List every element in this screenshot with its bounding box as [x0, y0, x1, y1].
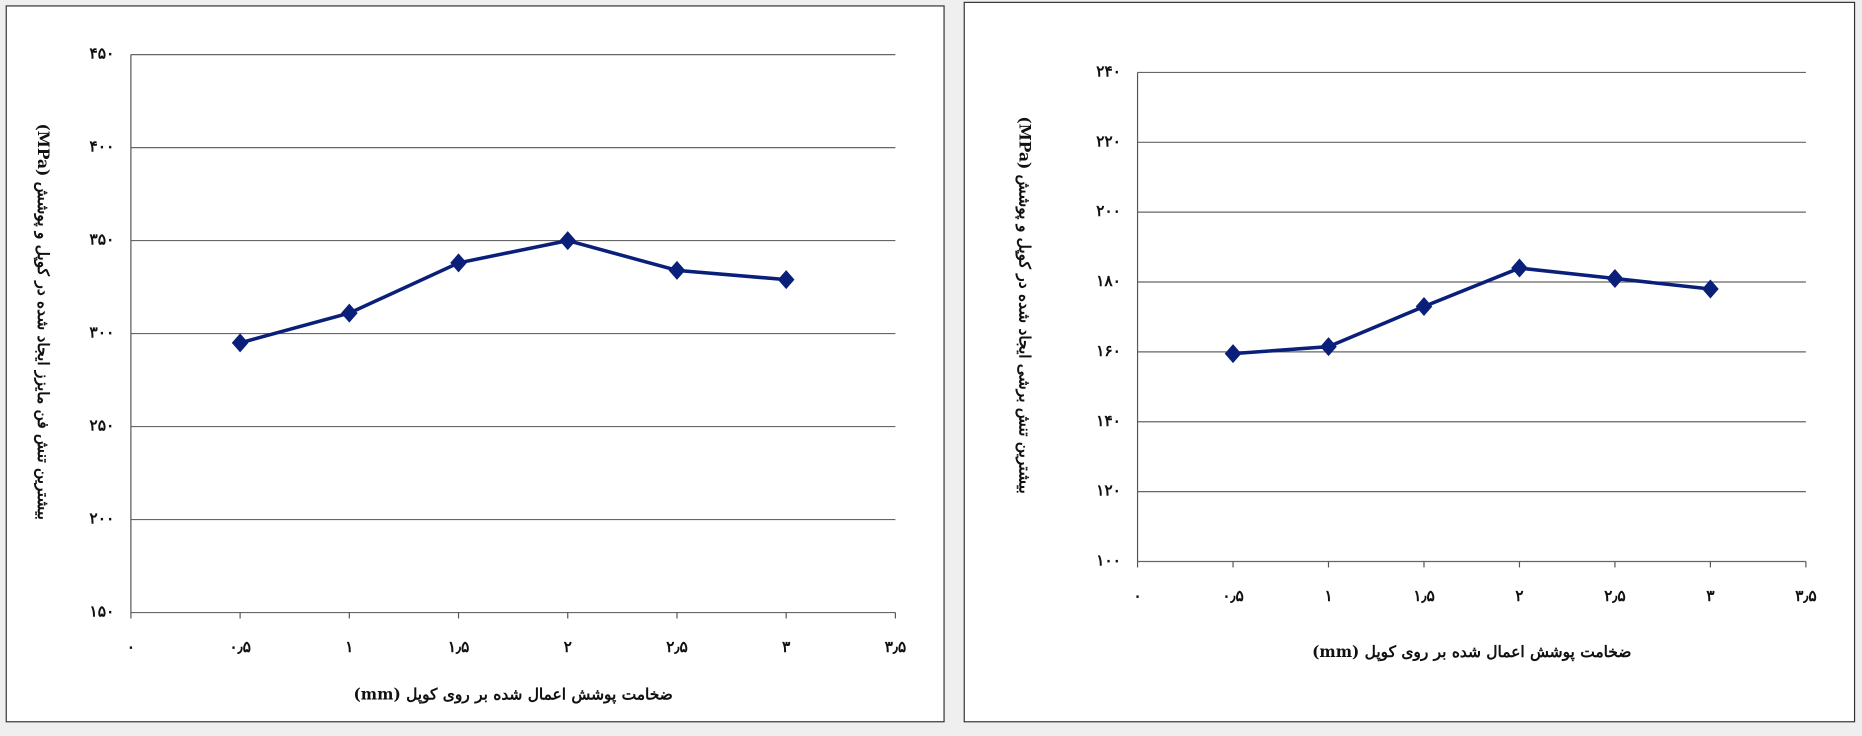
y-tick-label: ۲۰۰ — [89, 510, 114, 528]
x-tick-label: ۲٫۵ — [666, 638, 688, 656]
y-tick-label: ۱۲۰ — [1096, 482, 1121, 500]
data-point — [1606, 269, 1624, 289]
x-tick-label: ۰٫۵ — [229, 638, 251, 656]
y-tick-label: ۲۴۰ — [1096, 62, 1121, 80]
x-tick-label: ۱٫۵ — [448, 638, 470, 656]
y-tick-label: ۱۸۰ — [1096, 272, 1121, 290]
y-tick-label: ۴۵۰ — [89, 45, 114, 63]
x-tick-label: ۳ — [782, 638, 790, 656]
panel — [963, 1, 1856, 723]
x-tick-label: ۱ — [345, 638, 353, 656]
data-point — [559, 231, 577, 251]
y-axis-title: بیشترین تنش برشی ایجاد شده در کوپل و پوش… — [1015, 116, 1034, 493]
data-line — [1232, 266, 1711, 356]
x-tick-label: ۰ — [127, 638, 135, 656]
data-line — [239, 238, 787, 345]
x-axis-title: ضخامت پوشش اعمال شده بر روی کوپل (mm) — [354, 686, 673, 705]
x-tick-label: ۳٫۵ — [1795, 587, 1817, 605]
y-tick-label: ۱۵۰ — [89, 603, 114, 621]
y-tick-label: ۲۰۰ — [1096, 202, 1121, 220]
x-axis-title: ضخامت پوشش اعمال شده بر روی کوپل (mm) — [1312, 643, 1631, 662]
x-tick-label: ۱٫۵ — [1413, 587, 1435, 605]
x-tick-label: ۱ — [1324, 587, 1332, 605]
y-tick-label: ۳۰۰ — [89, 324, 114, 342]
y-tick-label: ۱۴۰ — [1096, 412, 1121, 430]
y-axis-title: بیشترین تنش فن مایزز ایجاد شده در کوپل و… — [33, 123, 52, 519]
x-tick-label: ۳ — [1706, 587, 1714, 605]
x-tick-label: ۲ — [1515, 587, 1523, 605]
data-point — [1511, 258, 1528, 278]
x-tick-label: ۲ — [564, 638, 572, 656]
data-point — [1320, 337, 1337, 357]
data-point — [1415, 296, 1433, 316]
x-tick-label: ۲٫۵ — [1604, 587, 1626, 605]
y-tick-label: ۱۰۰ — [1096, 551, 1121, 569]
x-tick-label: ۳٫۵ — [885, 638, 907, 656]
panel — [5, 5, 945, 723]
y-tick-label: ۲۲۰ — [1096, 132, 1121, 150]
x-tick-label: ۰٫۵ — [1222, 587, 1244, 605]
x-tick-label: ۰ — [1133, 587, 1141, 605]
y-tick-label: ۴۰۰ — [89, 138, 114, 156]
y-tick-label: ۱۶۰ — [1096, 342, 1121, 360]
y-tick-label: ۳۵۰ — [89, 231, 114, 249]
y-tick-label: ۲۵۰ — [89, 417, 114, 435]
